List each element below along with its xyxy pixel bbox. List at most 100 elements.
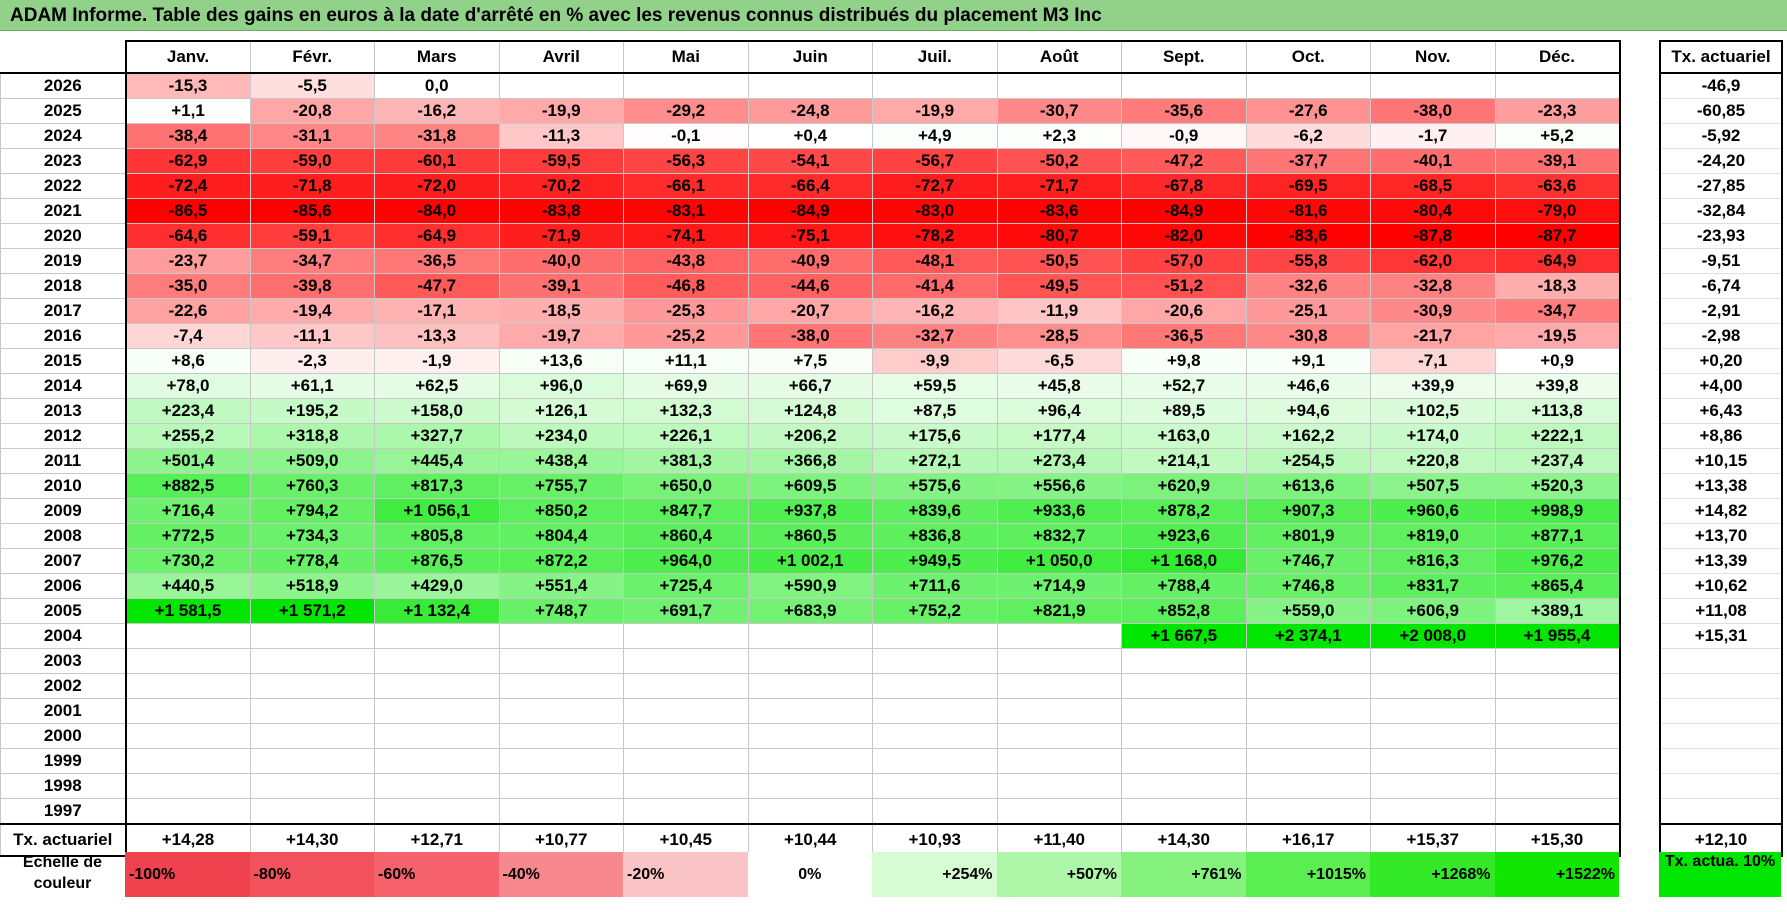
gain-cell: +817,3 [374, 473, 500, 499]
gain-cell [1494, 798, 1621, 825]
gain-cell: -72,7 [872, 173, 998, 199]
gain-cell: +860,4 [623, 523, 749, 549]
legend-swatch: +761% [1121, 852, 1246, 897]
gain-cell: +1 168,0 [1121, 548, 1247, 574]
gain-cell: +711,6 [872, 573, 998, 599]
rate-column: Tx. actuariel -46,9 -60,85 -5,92 -24,20 -27,… [1659, 40, 1783, 857]
gain-cell [498, 673, 624, 699]
gain-cell [747, 623, 873, 649]
gain-cell: -39,1 [498, 273, 624, 299]
year-label: 2024 [0, 123, 126, 149]
gain-cell: +13,6 [498, 348, 624, 374]
gain-cell: -32,7 [872, 323, 998, 349]
year-label: 2002 [0, 673, 126, 699]
gain-cell [374, 623, 500, 649]
gain-cell: -2,3 [249, 348, 375, 374]
rate-cell: +10,62 [1659, 573, 1783, 599]
gain-cell: -36,5 [1121, 323, 1247, 349]
gain-cell: -1,7 [1370, 123, 1496, 149]
footer-rate-cell: +11,40 [996, 823, 1122, 857]
gain-cell: +222,1 [1494, 423, 1621, 449]
gain-cell: -63,6 [1494, 173, 1621, 199]
gain-cell: +760,3 [249, 473, 375, 499]
rate-cell [1659, 798, 1783, 824]
gain-cell: +960,6 [1370, 498, 1496, 524]
gain-cell: +850,2 [498, 498, 624, 524]
gain-cell: +272,1 [872, 448, 998, 474]
gain-cell: +234,0 [498, 423, 624, 449]
gain-cell: -85,6 [249, 198, 375, 224]
gain-cell: -32,8 [1370, 273, 1496, 299]
gain-cell: -32,6 [1245, 273, 1371, 299]
gain-cell: -39,8 [249, 273, 375, 299]
gain-cell [996, 72, 1122, 99]
gain-cell: -68,5 [1370, 173, 1496, 199]
gain-cell: +998,9 [1494, 498, 1621, 524]
gain-cell: +381,3 [623, 448, 749, 474]
gain-cell: +836,8 [872, 523, 998, 549]
gain-cell: -84,9 [1121, 198, 1247, 224]
legend-swatch: +254% [872, 852, 997, 897]
year-label: 1999 [0, 748, 126, 774]
rate-cell: -60,85 [1659, 98, 1783, 124]
gain-cell: +9,8 [1121, 348, 1247, 374]
table-row: 2013 +223,4 +195,2 +158,0 +126,1 +132,3 +124,8… [0, 398, 1621, 424]
year-label: 2010 [0, 473, 126, 499]
gain-cell: +206,2 [747, 423, 873, 449]
table-row: 2023 -62,9 -59,0 -60,1 -59,5 -56,3 -54,1 -56,7-… [0, 148, 1621, 174]
gain-cell: -72,4 [124, 173, 251, 199]
rate-cell: -32,84 [1659, 198, 1783, 224]
legend-swatch: -40% [498, 852, 623, 897]
gain-cell [747, 648, 873, 674]
gain-cell: +1,1 [124, 98, 251, 124]
gain-cell [1121, 798, 1247, 825]
legend-swatch: -80% [249, 852, 374, 897]
rate-cell: +15,31 [1659, 623, 1783, 649]
gain-cell [1121, 723, 1247, 749]
gain-cell: -43,8 [623, 248, 749, 274]
gain-cell: -59,1 [249, 223, 375, 249]
gain-cell: -71,8 [249, 173, 375, 199]
rate-cell [1659, 648, 1783, 674]
gain-cell [1370, 773, 1496, 799]
gain-cell [498, 72, 624, 99]
gain-cell: -38,0 [747, 323, 873, 349]
footer-total-rate: +12,10 [1659, 823, 1783, 857]
gain-cell: +794,2 [249, 498, 375, 524]
year-label: 1997 [0, 798, 126, 825]
gain-cell: -83,6 [996, 198, 1122, 224]
gain-cell: -13,3 [374, 323, 500, 349]
gain-cell: +87,5 [872, 398, 998, 424]
gain-cell [124, 673, 251, 699]
gain-cell: +39,8 [1494, 373, 1621, 399]
gain-cell: -37,7 [1245, 148, 1371, 174]
gain-cell: +158,0 [374, 398, 500, 424]
gain-cell: +96,0 [498, 373, 624, 399]
gain-cell: +163,0 [1121, 423, 1247, 449]
gain-cell [872, 673, 998, 699]
gain-cell: -79,0 [1494, 198, 1621, 224]
gain-cell: -11,1 [249, 323, 375, 349]
gain-cell [498, 748, 624, 774]
gain-cell: +438,4 [498, 448, 624, 474]
gain-cell [1370, 798, 1496, 825]
table-row: 1999 [0, 748, 1621, 774]
table-row: 2021 -86,5 -85,6 -84,0 -83,8 -83,1 -84,9 -83,0-… [0, 198, 1621, 224]
gain-cell: -51,2 [1121, 273, 1247, 299]
gain-cell [996, 723, 1122, 749]
footer-rate-cell: +15,37 [1370, 823, 1496, 857]
year-label: 2022 [0, 173, 126, 199]
legend-swatch: +1522% [1494, 852, 1619, 897]
table-row: 2006 +440,5 +518,9 +429,0 +551,4 +725,4 +590,9… [0, 573, 1621, 599]
gain-cell: -70,2 [498, 173, 624, 199]
gain-cell: -25,1 [1245, 298, 1371, 324]
year-label: 1998 [0, 773, 126, 799]
gain-cell: -30,7 [996, 98, 1122, 124]
month-header: Janv. [124, 40, 251, 74]
gain-cell: -40,0 [498, 248, 624, 274]
table-row: 2020 -64,6 -59,1 -64,9 -71,9 -74,1 -75,1 -78,2-… [0, 223, 1621, 249]
gain-cell: +4,9 [872, 123, 998, 149]
footer-rate-cell: +10,44 [747, 823, 873, 857]
legend-swatch: -20% [623, 852, 748, 897]
gain-cell: -54,1 [747, 148, 873, 174]
